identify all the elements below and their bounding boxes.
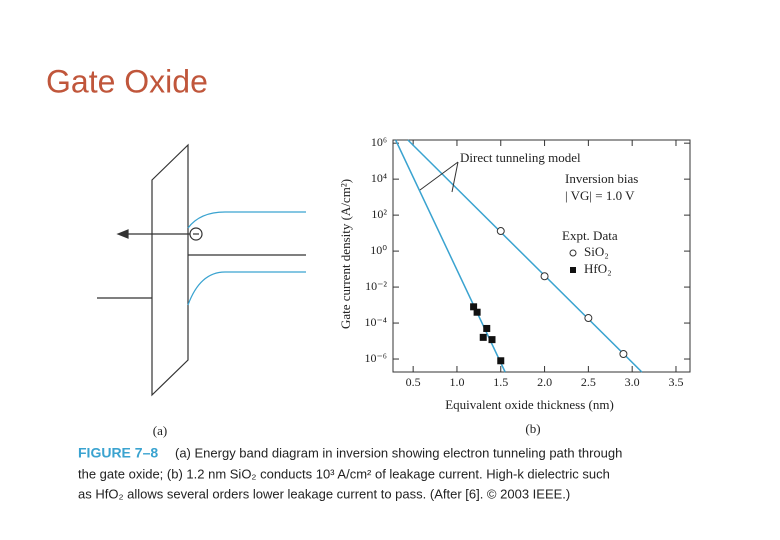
oxide: [151, 143, 189, 397]
data-point: [470, 303, 478, 311]
band-diagram: [97, 143, 306, 397]
caption-line: as HfO₂ allows several orders lower leak…: [78, 486, 570, 501]
data-point: [496, 227, 505, 236]
legend-label: SiO₂: [584, 244, 609, 259]
annotation: Direct tunneling model: [460, 150, 581, 165]
annotation: Inversion bias: [565, 171, 638, 186]
legend-label: HfO₂: [584, 261, 612, 276]
y-tick-label: 10⁻²: [365, 279, 387, 293]
x-tick-label: 3.5: [668, 375, 683, 389]
data-point: [540, 272, 549, 281]
arrow-head: [116, 229, 129, 239]
data-point: [619, 350, 628, 359]
x-axis-title: Equivalent oxide thickness (nm): [445, 397, 614, 412]
slide-title: Gate Oxide: [46, 63, 208, 99]
y-axis-title: Gate current density (A/cm²): [338, 179, 353, 329]
x-tick-label: 2.5: [581, 375, 596, 389]
x-tick-label: 0.5: [406, 375, 421, 389]
label-b: (b): [525, 421, 540, 436]
fit-line: [407, 139, 643, 373]
data-point: [584, 314, 593, 323]
fit-line: [394, 139, 506, 373]
data-point: [479, 333, 487, 341]
plot-frame: [392, 139, 691, 373]
label-a: (a): [153, 423, 167, 438]
data-point: [497, 357, 505, 365]
annotation-leader: [419, 161, 459, 193]
y-tick-label: 10⁶: [371, 135, 387, 149]
y-tick-label: 10⁴: [371, 171, 387, 185]
x-tick-label: 2.0: [537, 375, 552, 389]
y-tick-label: 10⁰: [370, 243, 387, 257]
x-tick-label: 1.5: [493, 375, 508, 389]
x-tick-label: 3.0: [625, 375, 640, 389]
legend-marker: [569, 249, 577, 257]
y-tick-label: 10⁻⁴: [364, 315, 387, 329]
conduction-band: [187, 211, 306, 229]
legend-title: Expt. Data: [562, 228, 618, 243]
y-tick-label: 10²: [371, 207, 387, 221]
x-tick-label: 1.0: [449, 375, 464, 389]
data-point: [473, 308, 481, 316]
figure-number: FIGURE 7–8: [78, 445, 158, 461]
caption-line: the gate oxide; (b) 1.2 nm SiO₂ conducts…: [78, 466, 610, 481]
data-point: [488, 336, 496, 344]
y-tick-label: 10⁻⁶: [364, 351, 387, 365]
valence-band: [187, 271, 306, 306]
data-point: [483, 324, 491, 332]
annotation: | VG| = 1.0 V: [565, 188, 635, 203]
caption-line: (a) Energy band diagram in inversion sho…: [175, 445, 622, 460]
legend-marker: [570, 267, 576, 273]
